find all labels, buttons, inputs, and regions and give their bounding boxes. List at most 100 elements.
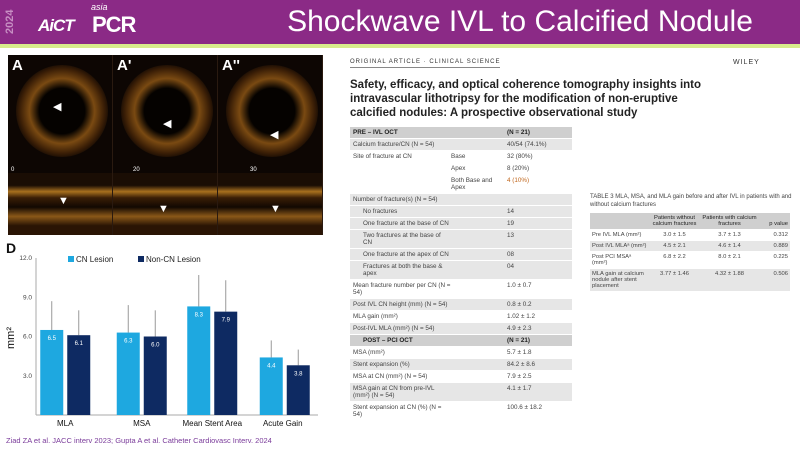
- table-row: MLA gain (mm²) 1.02 ± 1.2: [350, 311, 572, 323]
- y-axis-label: mm²: [5, 327, 17, 349]
- table-cell: MLA gain at calcium nodule after stent p…: [592, 271, 644, 289]
- row-label: Number of fracture(s) (N = 54): [353, 196, 438, 203]
- bar: [286, 365, 310, 415]
- table-row: Post IVL MLAᵃ (mm²) 4.5 ± 2.1 4.6 ± 1.4 0.8…: [590, 241, 790, 252]
- table-row: MSA at CN (mm²) (N = 54) 7.9 ± 2.5: [350, 371, 572, 383]
- aict-logo: AiCT: [38, 16, 75, 35]
- arrowhead-icon: ◀: [270, 129, 279, 141]
- panel-label: A'': [222, 57, 240, 74]
- row-value: (N = 21): [507, 129, 530, 136]
- data-label: 3.8: [294, 371, 303, 377]
- row-value: 4 (10%): [507, 177, 530, 184]
- row-value: 84.2 ± 8.6: [507, 361, 535, 368]
- panel-label: A': [117, 57, 132, 74]
- legend-label: CN Lesion: [76, 255, 113, 264]
- table-cell: 4.6 ± 1.4: [718, 243, 741, 249]
- table-row: Post PCI MSAᵃ (mm²) 6.8 ± 2.2 8.0 ± 2.1 0.2…: [590, 252, 790, 269]
- row-value: 7.9 ± 2.5: [507, 373, 532, 380]
- row-label: Two fractures at the base of CN: [363, 232, 441, 246]
- bar: [40, 329, 64, 415]
- row-label: Site of fracture at CN: [353, 153, 412, 160]
- y-tick-label: 12.0: [19, 255, 32, 262]
- bar: [116, 332, 140, 415]
- table-row: Stent expansion (%) 84.2 ± 8.6: [350, 359, 572, 371]
- table-cell: Patients without calcium fractures: [652, 215, 697, 227]
- legend-swatch: [68, 256, 74, 262]
- table-cell: 4.32 ± 1.88: [715, 271, 744, 277]
- arrowhead-icon: ▼: [58, 195, 69, 207]
- publisher-logo: WILEY: [733, 59, 760, 66]
- table-row: No fractures 14: [350, 206, 572, 218]
- row-value: 13: [507, 232, 515, 239]
- table-cell: Post PCI MSAᵃ (mm²): [592, 254, 632, 266]
- oct-panel: A' 20 ◀ ▼: [113, 55, 218, 235]
- oct-panel: A'' 30 ◀ ▼: [218, 55, 323, 235]
- bar-chart: D 3.0 6.0 9.0 12.0 mm² CN Lesion Non-CN Lesion 6…: [5, 240, 318, 428]
- table-cell: 0.506: [773, 271, 788, 277]
- panel-label: A: [12, 57, 23, 74]
- row-value: 4.1 ± 1.7: [507, 385, 532, 392]
- pcr-logo: PCR: [92, 12, 136, 37]
- row-label: Calcium fracture/CN (N = 54): [353, 141, 435, 148]
- table-header-row: Patients without calcium fractures Patien…: [590, 213, 790, 230]
- tick-label: 0: [11, 167, 15, 173]
- row-label: MSA (mm²): [353, 349, 385, 356]
- panel-label: D: [6, 240, 16, 256]
- table-row: One fracture at the base of CN 19: [350, 218, 572, 230]
- data-label: 7.9: [222, 318, 231, 324]
- row-value: 04: [507, 263, 515, 270]
- arrowhead-icon: ▼: [158, 203, 169, 215]
- table-row: Post-IVL MLA (mm²) (N = 54) 4.9 ± 2.3: [350, 323, 572, 335]
- row-label: MSA gain at CN from pre-IVL (mm²) (N = 5…: [353, 385, 435, 399]
- row-value: 5.7 ± 1.8: [507, 349, 532, 356]
- data-label: 6.3: [124, 339, 133, 345]
- header-accent-strip: [0, 44, 800, 48]
- year-label: 2024: [4, 9, 16, 35]
- bar: [214, 311, 238, 415]
- oct-panel: A 0 ◀ ▼: [8, 55, 113, 235]
- row-label: Stent expansion at CN (%) (N = 54): [353, 404, 442, 418]
- table-cell: Patients with calcium fractures: [702, 215, 757, 227]
- article-section-label: ORIGINAL ARTICLE · CLINICAL SCIENCE: [350, 59, 501, 68]
- row-label: Mean fracture number per CN (N = 54): [353, 282, 451, 296]
- oct-images: A 0 ◀ ▼ A' 20 ◀ ▼ A'' 30 ◀ ▼: [8, 55, 323, 235]
- table3-caption: TABLE 3 MLA, MSA, and MLA gain before an…: [590, 194, 792, 208]
- table-row: MLA gain at calcium nodule after stent p…: [590, 269, 790, 292]
- row-value: 0.8 ± 0.2: [507, 301, 532, 308]
- table-row: Both Base and Apex 4 (10%): [350, 175, 572, 194]
- row-sublabel: Base: [451, 153, 466, 160]
- table-row: Number of fracture(s) (N = 54): [350, 194, 572, 206]
- table-cell: 0.312: [773, 232, 788, 238]
- table-cell: 3.77 ± 1.46: [660, 271, 689, 277]
- row-label: PRE – IVL OCT: [353, 129, 398, 136]
- row-label: Post-IVL MLA (mm²) (N = 54): [353, 325, 435, 332]
- bar: [187, 306, 211, 415]
- results-table: PRE – IVL OCT (N = 21) Calcium fracture/CN…: [350, 127, 572, 421]
- table-row: Mean fracture number per CN (N = 54) 1.0 …: [350, 280, 572, 299]
- table-cell: Post IVL MLAᵃ (mm²): [592, 243, 647, 249]
- table-cell: 6.8 ± 2.2: [663, 254, 686, 260]
- table-row: Post IVL CN height (mm) (N = 54) 0.8 ± 0.…: [350, 299, 572, 311]
- category-label: MSA: [133, 419, 151, 428]
- row-label: POST – PCI OCT: [363, 337, 413, 344]
- table-cell: 3.0 ± 1.5: [663, 232, 686, 238]
- arrowhead-icon: ◀: [163, 118, 172, 130]
- table-cell: 8.0 ± 2.1: [718, 254, 741, 260]
- table-cell: 3.7 ± 1.3: [718, 232, 741, 238]
- slide-header: 2024 AiCT asia PCR Shockwave IVL to Calc…: [0, 0, 800, 44]
- table-row: Apex 8 (20%): [350, 163, 572, 175]
- table-row: MSA (mm²) 5.7 ± 1.8: [350, 347, 572, 359]
- data-label: 8.3: [195, 312, 204, 318]
- table-row: POST – PCI OCT (N = 21): [350, 335, 572, 347]
- row-sublabel: Apex: [451, 165, 466, 172]
- table-cell: p value: [769, 221, 788, 227]
- y-tick-label: 6.0: [23, 334, 32, 341]
- row-sublabel: Both Base and Apex: [451, 177, 493, 191]
- article-title: Safety, efficacy, and optical coherence …: [350, 79, 702, 119]
- row-value: 1.0 ± 0.7: [507, 282, 532, 289]
- tick-label: 30: [250, 167, 257, 173]
- data-label: 6.5: [48, 336, 57, 342]
- slide-title: Shockwave IVL to Calcified Nodule: [287, 5, 753, 38]
- citation: Ziad ZA et al. JACC interv 2023; Gupta A…: [6, 436, 272, 445]
- row-value: 40/54 (74.1%): [507, 141, 547, 148]
